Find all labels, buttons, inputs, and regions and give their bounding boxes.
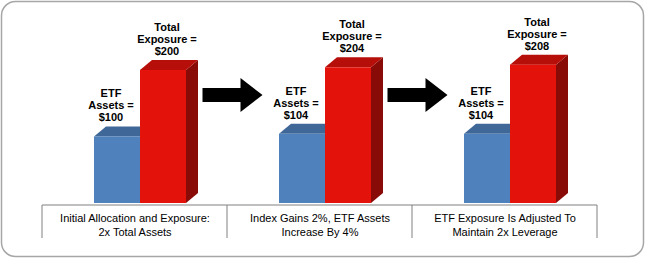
bar-top (140, 60, 198, 70)
bar-front (464, 134, 510, 203)
arrow (203, 78, 263, 112)
bar-front (510, 65, 556, 203)
separator (597, 205, 598, 238)
category-label: ETF Exposure Is Adjusted To Maintain 2x … (425, 211, 585, 239)
panel (2, 2, 644, 257)
arrow (388, 78, 448, 112)
separator (412, 205, 413, 238)
separator (42, 205, 43, 238)
bar-front (279, 134, 325, 203)
baseline (42, 205, 597, 206)
bars (94, 55, 568, 203)
chart: ETF Assets = $100 Total Exposure = $200 In… (0, 0, 645, 258)
bar-side (371, 57, 383, 203)
bar-front (140, 70, 186, 203)
bar (510, 55, 568, 203)
separator (227, 205, 228, 238)
bar-side (556, 55, 568, 203)
bar (140, 60, 198, 203)
bar (325, 57, 383, 203)
data-label: ETF Assets = $104 (270, 85, 322, 121)
data-label: ETF Assets = $104 (455, 85, 507, 121)
bar-top (325, 57, 383, 67)
bar-top (510, 55, 568, 65)
category-label: Initial Allocation and Exposure: 2x Tota… (55, 211, 215, 239)
data-label: Total Exposure = $208 (506, 16, 568, 52)
category-label: Index Gains 2%, ETF Assets Increase By 4… (240, 211, 400, 239)
bar-front (325, 67, 371, 203)
data-label: Total Exposure = $200 (136, 21, 198, 57)
data-label: ETF Assets = $100 (85, 87, 137, 123)
bar-side (186, 60, 198, 203)
data-label: Total Exposure = $204 (321, 18, 383, 54)
bar-front (94, 136, 140, 203)
